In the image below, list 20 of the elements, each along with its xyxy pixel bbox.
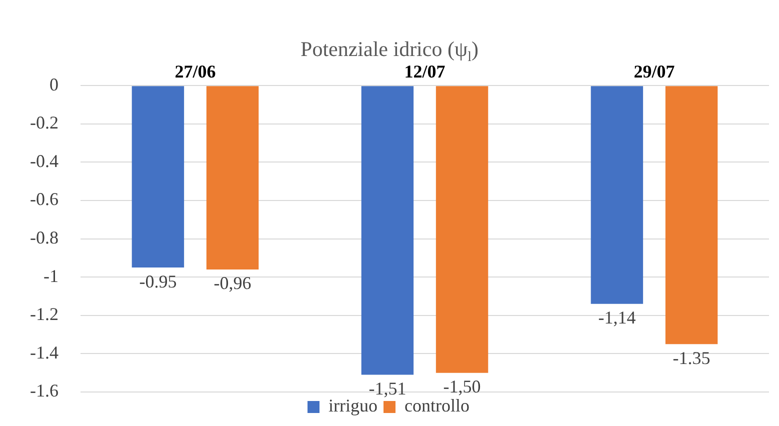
y-tick-label: -0.6: [30, 189, 58, 210]
x-tick-label: 27/06: [174, 61, 216, 82]
y-tick-label: -0.2: [30, 112, 58, 133]
data-label: -0,96: [214, 273, 252, 294]
data-label: -1,50: [443, 376, 481, 397]
data-label: -1,51: [368, 378, 406, 398]
y-tick-label: -1.4: [30, 342, 58, 362]
y-tick-label: 0: [49, 74, 58, 94]
data-label: -1,14: [598, 308, 636, 328]
legend-label: controllo: [404, 396, 470, 416]
y-tick-label: -1.6: [30, 380, 58, 401]
y-tick-label: -1.2: [30, 304, 58, 324]
x-tick-label: 12/07: [404, 61, 446, 82]
legend-label: irriguo: [328, 396, 378, 416]
y-tick-label: -0.8: [30, 228, 58, 248]
x-tick-label: 29/07: [634, 61, 675, 82]
data-label: -0.95: [139, 271, 177, 292]
data-label: -1.35: [672, 348, 710, 368]
y-tick-label: -0.4: [30, 150, 58, 171]
y-tick-label: -1: [43, 266, 58, 286]
